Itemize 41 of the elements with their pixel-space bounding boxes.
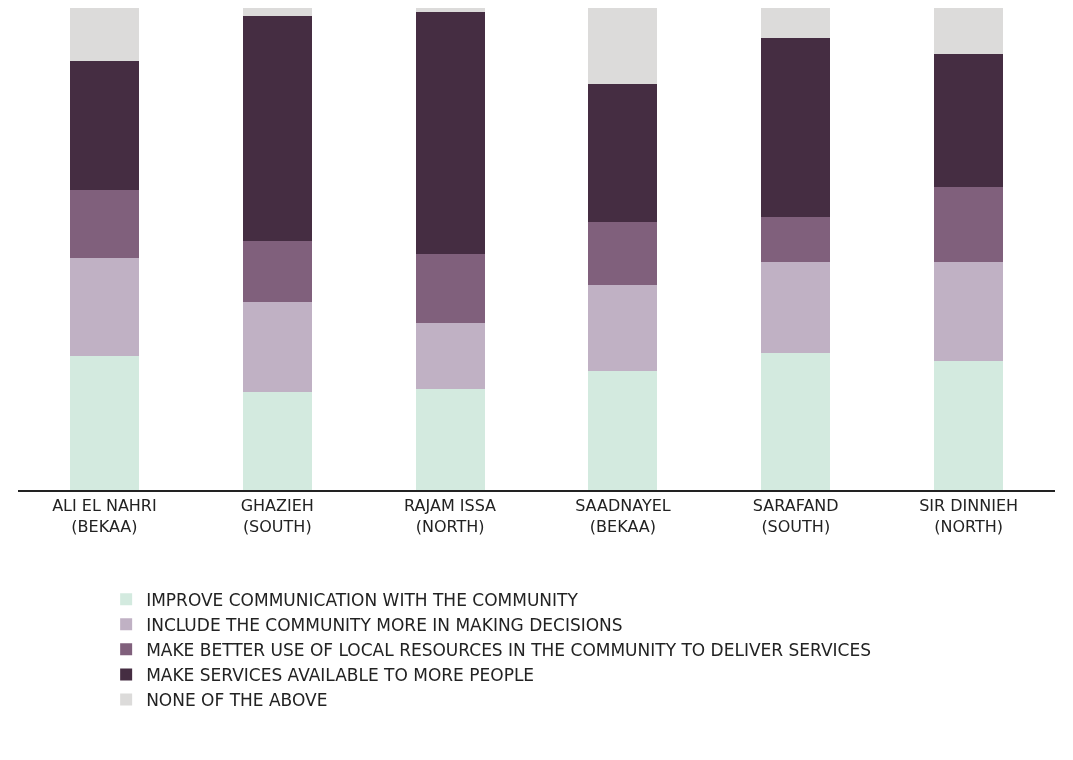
- bar: [242, 302, 312, 393]
- bar: [761, 37, 831, 218]
- bar: [415, 8, 485, 12]
- bar: [588, 222, 658, 286]
- legend-label: IMPROVE COMMUNICATION WITH THE COMMUNITY: [146, 589, 579, 610]
- x-tick-label: SIR DINNIEH (NORTH): [919, 496, 1019, 536]
- bar: [242, 8, 312, 17]
- x-tick-label: SARAFAND (SOUTH): [752, 496, 839, 536]
- bar: [69, 190, 139, 259]
- legend-label: MAKE SERVICES AVAILABLE TO MORE PEOPLE: [146, 665, 535, 686]
- x-tick-label: GHAZIEH (SOUTH): [240, 496, 314, 536]
- legend-label: INCLUDE THE COMMUNITY MORE IN MAKING DECISIONS: [146, 614, 623, 635]
- bar: [69, 8, 139, 62]
- bar: [415, 322, 485, 389]
- bar: [242, 392, 312, 490]
- bar: [761, 353, 831, 490]
- bar: [934, 8, 1004, 54]
- bar: [69, 61, 139, 191]
- bar: [761, 8, 831, 38]
- bar: [934, 53, 1004, 187]
- bar: [934, 186, 1004, 263]
- bar: [415, 388, 485, 490]
- x-tick-label: SAADNAYEL (BEKAA): [575, 496, 671, 536]
- bar: [242, 240, 312, 303]
- bar: [415, 11, 485, 254]
- bar: [588, 84, 658, 223]
- legend-label: MAKE BETTER USE OF LOCAL RESOURCES IN THE COMMUNITY TO DELIVER SERVICES: [146, 639, 871, 660]
- bar: [588, 8, 658, 85]
- x-tick-label: ALI EL NAHRI (BEKAA): [52, 496, 157, 536]
- bar: [69, 258, 139, 356]
- bar: [242, 16, 312, 241]
- bar: [761, 262, 831, 354]
- bar: [761, 217, 831, 263]
- bar: [934, 360, 1004, 490]
- bar: [69, 356, 139, 490]
- bar: [934, 262, 1004, 361]
- bar: [588, 285, 658, 371]
- x-tick-label: RAJAM ISSA (NORTH): [404, 496, 497, 536]
- legend-label: NONE OF THE ABOVE: [146, 690, 328, 711]
- bar: [588, 370, 658, 490]
- bar: [415, 253, 485, 323]
